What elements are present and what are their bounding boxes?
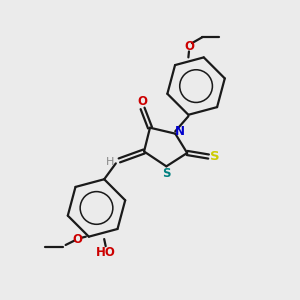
Text: O: O [73, 232, 82, 245]
Text: S: S [162, 167, 171, 180]
Text: O: O [184, 40, 194, 52]
Text: N: N [175, 125, 185, 138]
Text: O: O [138, 95, 148, 108]
Text: HO: HO [96, 246, 116, 259]
Text: H: H [106, 157, 114, 167]
Text: S: S [210, 150, 220, 163]
